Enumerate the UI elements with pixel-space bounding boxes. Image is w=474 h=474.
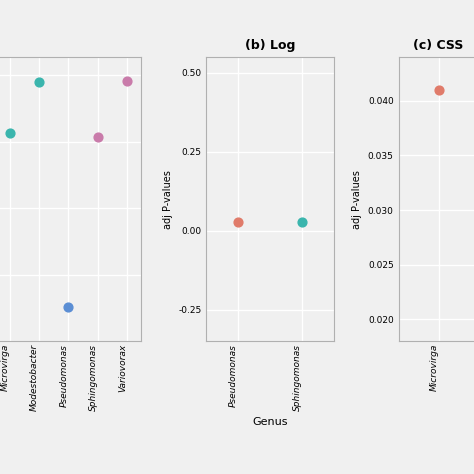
Point: [94, 133, 101, 140]
Point: [234, 218, 242, 226]
Point: [435, 86, 442, 93]
Point: [36, 78, 43, 86]
Y-axis label: adj P-values: adj P-values: [352, 170, 362, 228]
Title: (c) CSS: (c) CSS: [413, 38, 464, 52]
Point: [123, 77, 131, 84]
Y-axis label: adj P-values: adj P-values: [163, 170, 173, 228]
Title: (b) Log: (b) Log: [245, 38, 295, 52]
Point: [6, 129, 14, 137]
Point: [64, 303, 72, 310]
Point: [298, 218, 306, 226]
X-axis label: Genus: Genus: [252, 417, 288, 427]
